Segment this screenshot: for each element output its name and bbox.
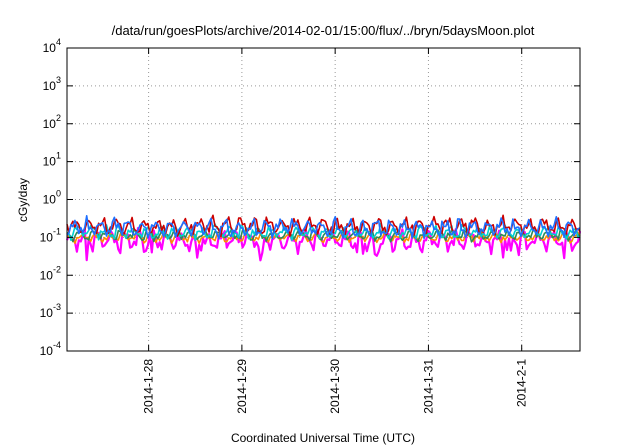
y-axis: 10-4 10-3 10-2 10-1 100 101 102 103 104 [40, 37, 580, 358]
y-tick-label: 10-2 [40, 264, 61, 282]
x-tick-label: 2014-1-31 [421, 359, 435, 414]
y-tick-label: 103 [43, 75, 61, 93]
x-axis: 2014-1-28 2014-1-29 2014-1-30 2014-1-31 2014… [142, 48, 529, 414]
y-tick-label: 102 [43, 113, 61, 131]
y-axis-label: cGy/day [16, 178, 30, 222]
series-line [65, 227, 582, 262]
y-tick-label: 101 [43, 151, 61, 169]
x-tick-label: 2014-1-29 [235, 359, 249, 414]
series-group [65, 214, 582, 262]
y-tick-label: 10-3 [40, 302, 61, 320]
y-tick-label: 104 [43, 37, 61, 55]
x-tick-label: 2014-1-30 [328, 359, 342, 414]
series-line [66, 215, 581, 240]
y-tick-label: 10-4 [40, 340, 61, 358]
chart-title: /data/run/goesPlots/archive/2014-02-01/1… [112, 23, 535, 38]
x-axis-label: Coordinated Universal Time (UTC) [231, 431, 415, 445]
x-tick-label: 2014-2-1 [515, 359, 529, 407]
x-tick-label: 2014-1-28 [142, 359, 156, 414]
y-tick-label: 100 [43, 189, 61, 207]
y-tick-label: 10-1 [40, 226, 61, 244]
grid [67, 48, 580, 351]
